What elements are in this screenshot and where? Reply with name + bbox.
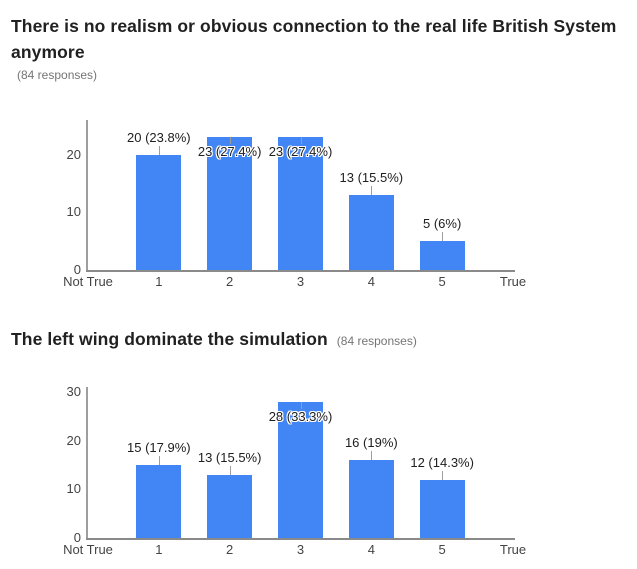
question-1-histogram: 0 10 20 Not True 1 2 3 4 5 True 20 (23.8%) 23 (27.4… <box>0 99 637 304</box>
annotation-stem <box>300 137 302 145</box>
x-axis-tick-label: True <box>499 542 527 557</box>
histogram-bar <box>207 137 253 270</box>
bar-value-label: 16 (19%) <box>344 435 398 451</box>
y-axis-tick-label: 30 <box>66 383 81 399</box>
x-axis-tick-label: Not True <box>63 542 113 557</box>
x-axis-tick-label: Not True <box>63 274 113 289</box>
histogram-bar <box>419 241 465 270</box>
x-axis-tick-label: 1 <box>155 274 163 289</box>
x-axis-tick-label: 5 <box>438 274 446 289</box>
question-2-histogram: 0 10 20 30 Not True 1 2 3 4 5 True 15 (17.9%) 13 (15… <box>0 368 637 569</box>
histogram-bar <box>136 154 182 270</box>
y-axis-tick-label: 20 <box>66 146 81 162</box>
y-axis-tick-label: 10 <box>66 204 81 220</box>
annotation-stem <box>371 451 373 461</box>
x-axis-line <box>86 270 515 272</box>
x-axis-tick-label: 4 <box>367 274 375 289</box>
annotation-stem <box>371 186 373 195</box>
x-axis-tick-label: 4 <box>367 542 375 557</box>
y-axis-line <box>86 387 88 538</box>
question-2-response-count: (84 responses) <box>336 334 417 348</box>
bar-value-label: 23 (27.4%) <box>268 144 333 160</box>
annotation-stem <box>158 145 160 155</box>
bar-value-label: 15 (17.9%) <box>127 439 191 455</box>
histogram-bar <box>278 401 323 538</box>
y-axis-tick-label: 10 <box>66 481 81 497</box>
bar-value-label: 13 (15.5%) <box>339 170 404 185</box>
bar-value-label: 12 (14.3%) <box>410 454 474 470</box>
annotation-stem <box>229 137 231 145</box>
histogram-bar <box>348 195 394 270</box>
x-axis-tick-label: 5 <box>438 542 446 557</box>
annotation-stem <box>442 232 444 242</box>
question-2-header: The left wing dominate the simulation (84… <box>11 326 617 352</box>
question-1-header: There is no realism or obvious connectio… <box>11 13 617 82</box>
annotation-stem <box>229 465 231 475</box>
x-axis-tick-label: 3 <box>296 542 305 557</box>
histogram-bar <box>278 137 323 270</box>
bar-value-label: 23 (27.4%) <box>197 144 262 160</box>
annotation-stem <box>300 401 302 409</box>
y-axis-tick-label: 0 <box>73 530 81 545</box>
question-2-title: The left wing dominate the simulation <box>11 329 328 349</box>
y-axis-tick-label: 0 <box>73 262 81 277</box>
x-axis-tick-label: 2 <box>226 542 234 557</box>
x-axis-line <box>86 538 515 540</box>
x-axis-tick-label: 3 <box>296 274 305 289</box>
question-1-title: There is no realism or obvious connectio… <box>11 16 617 62</box>
question-1-response-count: (84 responses) <box>17 68 98 82</box>
annotation-stem <box>442 470 444 480</box>
x-axis-tick-label: 2 <box>226 274 234 289</box>
histogram-bar <box>207 474 253 538</box>
y-axis-line <box>86 120 88 270</box>
x-axis-tick-label: True <box>499 274 527 289</box>
histogram-bar <box>419 479 465 538</box>
bar-value-label: 28 (33.3%) <box>268 408 333 424</box>
annotation-stem <box>158 455 160 465</box>
bar-value-label: 13 (15.5%) <box>197 449 262 465</box>
x-axis-tick-label: 1 <box>155 542 163 557</box>
bar-value-label: 20 (23.8%) <box>127 129 191 145</box>
histogram-bar <box>136 464 182 538</box>
histogram-bar <box>348 460 394 538</box>
bar-value-label: 5 (6%) <box>423 216 462 232</box>
y-axis-tick-label: 20 <box>66 432 81 448</box>
